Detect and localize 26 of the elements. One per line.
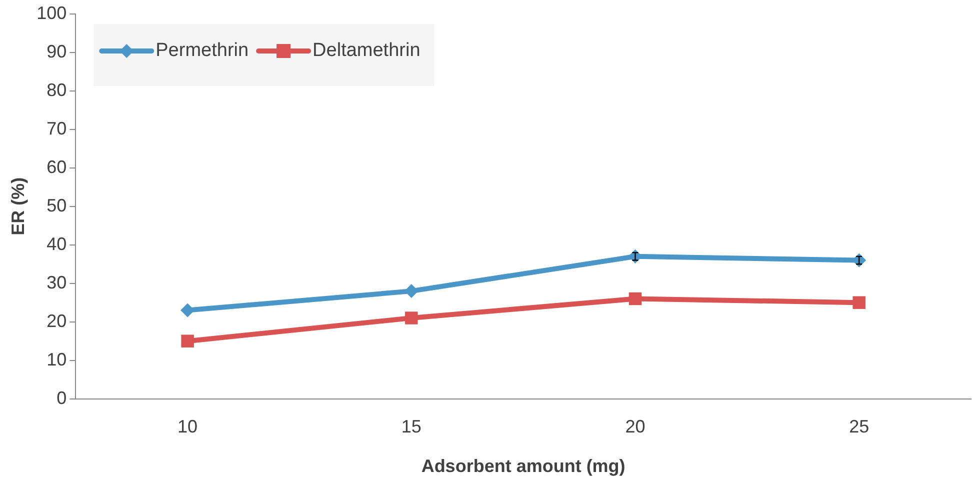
point xyxy=(405,312,418,324)
x-tick-label: 15 xyxy=(401,416,422,437)
x-tick-label: 25 xyxy=(849,416,870,437)
y-tick-label: 0 xyxy=(56,388,67,408)
y-tick-label: 50 xyxy=(46,195,67,216)
x-axis-title: Adsorbent amount (mg) xyxy=(421,456,626,476)
point xyxy=(404,284,418,298)
point xyxy=(852,296,866,309)
point xyxy=(180,303,195,318)
y-tick-label: 100 xyxy=(36,2,67,23)
x-tick-label: 10 xyxy=(178,416,198,437)
legend-label: Deltamethrin xyxy=(312,40,420,62)
y-tick-label: 60 xyxy=(46,156,67,177)
y-tick-label: 30 xyxy=(46,272,67,292)
y-tick-label: 80 xyxy=(46,80,67,100)
y-tick-label: 70 xyxy=(46,118,67,138)
legend-label: Permethrin xyxy=(156,40,249,62)
y-tick-label: 40 xyxy=(46,234,67,254)
point xyxy=(181,334,194,348)
y-tick-label: 20 xyxy=(46,310,67,331)
y-tick-label: 10 xyxy=(46,349,67,370)
point xyxy=(628,292,642,306)
x-tick-label: 20 xyxy=(625,416,646,437)
y-tick-label: 90 xyxy=(46,41,67,62)
y-axis-title: ER (%) xyxy=(8,177,28,236)
point xyxy=(852,253,866,268)
